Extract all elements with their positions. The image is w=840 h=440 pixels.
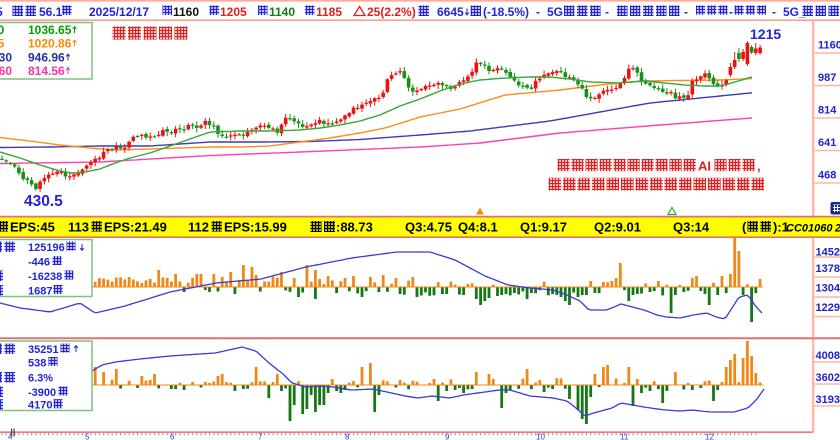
- svg-text:987: 987: [818, 72, 836, 84]
- svg-text:):1.: ):1.: [773, 220, 793, 235]
- svg-text:-446: -446: [28, 257, 50, 269]
- svg-text:(-18.5%): (-18.5%): [483, 5, 529, 19]
- svg-text:8: 8: [345, 433, 350, 440]
- svg-text:,: ,: [757, 159, 761, 174]
- svg-text:4170: 4170: [28, 400, 52, 412]
- svg-text:112: 112: [188, 220, 209, 235]
- svg-text:814: 814: [818, 105, 837, 117]
- svg-text:-16238: -16238: [28, 271, 62, 283]
- svg-text:Q1:9.17: Q1:9.17: [520, 220, 567, 235]
- svg-text:1687: 1687: [28, 286, 52, 298]
- svg-text:AI: AI: [698, 159, 711, 174]
- svg-text:1140: 1140: [269, 5, 295, 19]
- svg-text:7: 7: [258, 433, 263, 440]
- svg-text:65: 65: [0, 37, 5, 51]
- svg-text:31935: 31935: [816, 394, 840, 406]
- svg-text:EPS:45: EPS:45: [10, 220, 55, 235]
- svg-text:814.56: 814.56: [28, 64, 65, 78]
- svg-text:-3900: -3900: [28, 387, 56, 399]
- svg-text:260: 260: [0, 64, 12, 78]
- svg-text:-: -: [605, 5, 609, 19]
- svg-text:1215: 1215: [750, 26, 781, 42]
- svg-text:10: 10: [536, 433, 545, 440]
- svg-text:12: 12: [705, 433, 714, 440]
- svg-text:EPS:21.49: EPS:21.49: [104, 220, 167, 235]
- svg-text:CC01060: CC01060: [786, 223, 833, 235]
- svg-text:1036.65: 1036.65: [28, 23, 72, 37]
- svg-text:Q3:4.75: Q3:4.75: [405, 220, 452, 235]
- svg-text:40085: 40085: [816, 350, 840, 362]
- svg-text:-: -: [729, 5, 733, 19]
- svg-text:1185: 1185: [316, 5, 342, 19]
- svg-text:430.5: 430.5: [24, 193, 63, 210]
- svg-text:6.3%: 6.3%: [28, 373, 53, 385]
- svg-text:(: (: [742, 220, 747, 235]
- svg-text:1160: 1160: [818, 40, 840, 52]
- svg-text::88.73: :88.73: [336, 220, 373, 235]
- svg-text:Q3:14: Q3:14: [673, 220, 710, 235]
- svg-text:1160: 1160: [173, 5, 199, 19]
- svg-text:9: 9: [445, 433, 450, 440]
- svg-text:5: 5: [85, 433, 90, 440]
- svg-text:6: 6: [170, 433, 175, 440]
- svg-text:12298: 12298: [816, 302, 840, 314]
- svg-text:11: 11: [620, 433, 629, 440]
- svg-text:946.96: 946.96: [28, 51, 65, 65]
- svg-text:14526: 14526: [816, 247, 840, 259]
- svg-text:25(2.2%): 25(2.2%): [367, 5, 416, 19]
- svg-text:35251: 35251: [28, 344, 59, 356]
- svg-text:2.0: 2.0: [834, 223, 840, 235]
- svg-text:2025/12/17: 2025/12/17: [89, 5, 149, 19]
- svg-text:Q2:9.01: Q2:9.01: [594, 220, 641, 235]
- svg-text:36020: 36020: [816, 372, 840, 384]
- svg-text:5G: 5G: [547, 5, 563, 19]
- svg-text:56.1: 56.1: [39, 5, 63, 19]
- svg-text:EPS:15.99: EPS:15.99: [224, 220, 287, 235]
- svg-text:4: 4: [8, 433, 13, 440]
- svg-text:1020.86: 1020.86: [28, 37, 72, 51]
- svg-text:-: -: [684, 5, 688, 19]
- svg-text:20: 20: [0, 23, 5, 37]
- svg-text:13783: 13783: [816, 263, 840, 275]
- svg-text:5: 5: [0, 5, 3, 19]
- svg-text:-: -: [536, 5, 540, 19]
- svg-text:1205: 1205: [220, 5, 247, 19]
- svg-text:-: -: [772, 5, 776, 19]
- svg-text:6645: 6645: [437, 5, 464, 19]
- svg-text:113: 113: [68, 220, 89, 235]
- svg-text:Q4:8.1: Q4:8.1: [458, 220, 498, 235]
- svg-text:468: 468: [818, 170, 836, 182]
- svg-text:5G_: 5G_: [783, 5, 806, 19]
- svg-text:125196: 125196: [28, 242, 65, 254]
- svg-text:538: 538: [28, 358, 46, 370]
- svg-text:130: 130: [0, 51, 12, 65]
- svg-text:641: 641: [818, 137, 836, 149]
